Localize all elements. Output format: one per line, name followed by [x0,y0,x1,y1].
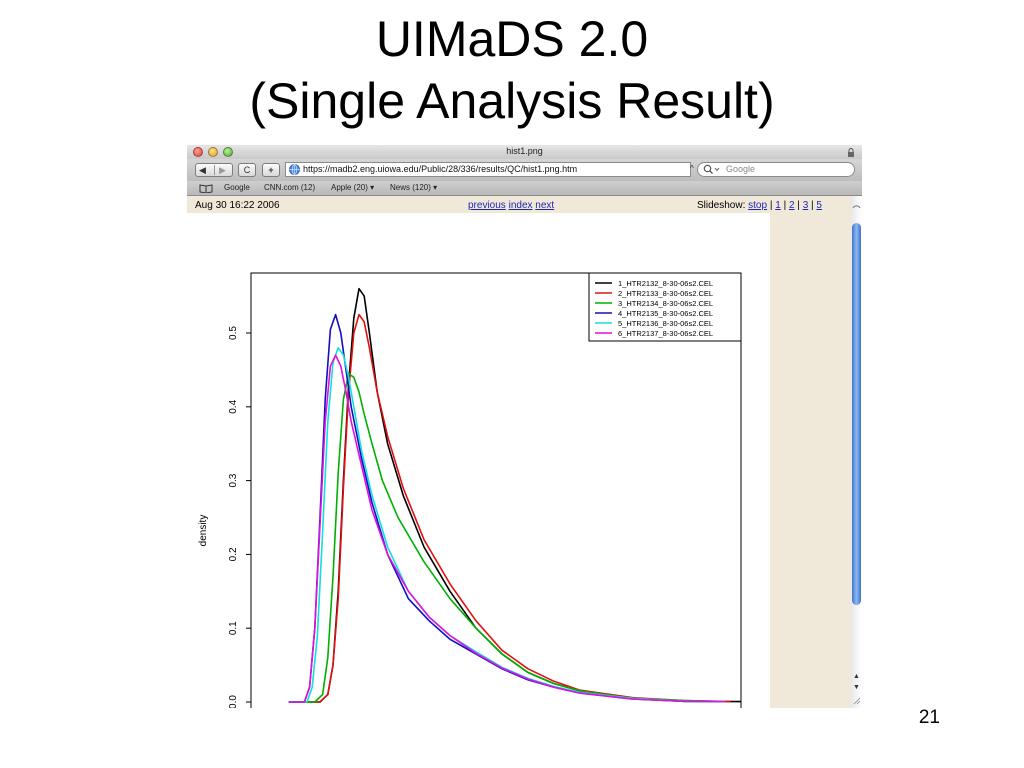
y-tick-label: 0.3 [228,473,239,487]
side-panel [770,213,851,708]
slide-title-line1: UIMaDS 2.0 [375,11,649,67]
browser-toolbar: ◀ ▶ C + https://madb2.eng.uiowa.edu/Publ… [187,159,862,181]
bookmarks-book-icon[interactable] [199,184,213,193]
page-info-bar: Aug 30 16:22 2006 previous index next Sl… [187,196,851,213]
back-forward-buttons[interactable]: ◀ ▶ [195,163,233,177]
y-tick-label: 0.2 [228,547,239,561]
density-plot: 0.0 0.1 0.2 0.3 0.4 0.5 density 1_HTR2132_8-30… [198,272,742,708]
vertical-scrollbar[interactable]: ▲ ▼ [851,196,862,708]
browser-window: hist1.png ◀ ▶ C + https://madb2.eng.uiow… [187,145,862,708]
slideshow-link-1[interactable]: 1 [775,200,781,211]
scroll-up-icon[interactable]: ▲ [853,673,860,680]
back-arrow-icon[interactable]: ◀ [199,165,206,175]
slideshow-separator: | [783,200,787,211]
legend-box [588,272,742,342]
scroll-thumb[interactable] [852,223,861,605]
previous-link[interactable]: previous [468,200,506,211]
slideshow-separator: | [811,200,814,211]
bookmark-news[interactable]: News (120) ▾ [390,183,438,192]
bookmarks-bar: Google CNN.com (12) Apple (20) ▾ News (1… [187,181,862,196]
forward-arrow-icon[interactable]: ▶ [219,165,226,175]
slide-number: 21 [918,707,940,728]
slideshow-controls: Slideshow: stop | 1 | 2 | 3 | 5 [697,200,822,211]
url-dropdown-icon[interactable]: ^ [690,164,694,173]
slideshow-separator: | [797,200,800,211]
page-content: Aug 30 16:22 2006 previous index next Sl… [187,196,851,708]
url-field[interactable]: https://madb2.eng.uiowa.edu/Public/28/33… [285,162,691,177]
y-tick-label: 0.4 [228,399,239,413]
y-tick-label: 0.0 [228,695,239,708]
search-placeholder: Google [726,164,756,174]
lock-icon [848,148,854,157]
page-date: Aug 30 16:22 2006 [195,200,280,211]
legend-label: 3_HTR2134_8-30-06s2.CEL [618,299,713,308]
legend-label: 5_HTR2136_8-30-06s2.CEL [618,319,713,328]
next-link[interactable]: next [535,200,555,211]
legend-label: 1_HTR2132_8-30-06s2.CEL [618,279,713,288]
zoom-window-icon[interactable] [223,147,233,157]
slideshow-stop-link[interactable]: stop [748,200,768,211]
series-line [288,354,726,703]
globe-icon [289,164,300,175]
add-bookmark-button[interactable]: + [262,163,280,177]
legend-label: 6_HTR2137_8-30-06s2.CEL [618,329,713,338]
url-text: https://madb2.eng.uiowa.edu/Public/28/33… [303,164,578,174]
slide-title: UIMaDS 2.0 (Single Analysis Result) [0,8,1024,132]
resize-grip-icon[interactable] [852,696,861,705]
slideshow-label: Slideshow: [697,200,746,211]
bookmark-cnn[interactable]: CNN.com (12) [264,183,316,192]
plot-frame [250,272,742,708]
series-line [288,313,726,703]
reload-button[interactable]: C [238,163,256,177]
series-line [288,287,742,703]
y-tick-label: 0.1 [228,621,239,635]
series-line [288,372,726,703]
window-title: hist1.png [506,146,543,156]
scroll-top-cap-icon [852,205,861,209]
slide-title-line2: (Single Analysis Result) [249,73,775,129]
y-axis-label: density [198,515,209,547]
button-divider [214,165,215,175]
slideshow-link-2[interactable]: 2 [788,200,795,211]
close-window-icon[interactable] [193,147,203,157]
search-icon [703,164,720,174]
slideshow-link-3[interactable]: 3 [802,200,809,211]
window-titlebar[interactable]: hist1.png [187,145,862,159]
bookmark-apple[interactable]: Apple (20) ▾ [331,183,375,192]
slideshow-link-5[interactable]: 5 [816,200,822,211]
legend-label: 2_HTR2133_8-30-06s2.CEL [618,289,713,298]
series-line [288,313,731,703]
y-tick-label: 0.5 [228,326,239,340]
series-line [288,347,726,703]
slideshow-separator: | [769,200,773,211]
bookmark-google[interactable]: Google [224,183,250,192]
search-field[interactable]: Google [697,162,855,177]
index-link[interactable]: index [508,200,533,211]
legend-label: 4_HTR2135_8-30-06s2.CEL [618,309,713,318]
page-nav: previous index next [468,200,554,211]
minimize-window-icon[interactable] [208,147,218,157]
scroll-down-icon[interactable]: ▼ [853,684,860,691]
